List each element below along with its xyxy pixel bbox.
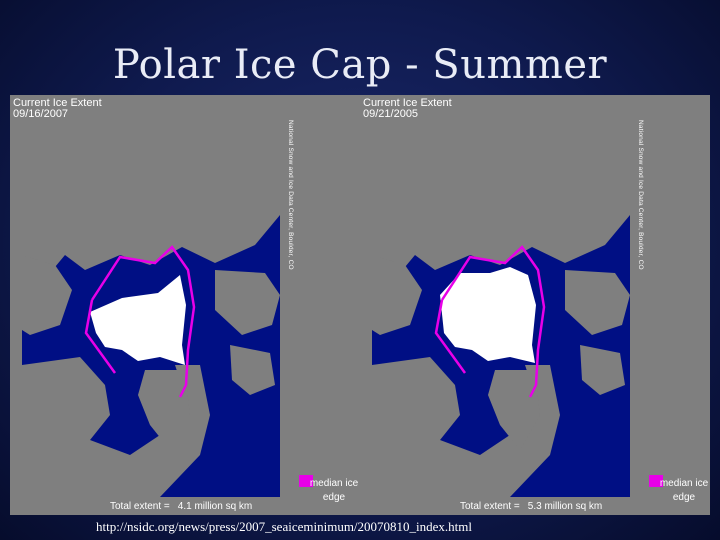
ice-map-2005: Current Ice Extent 09/21/2005 National S… xyxy=(360,95,710,515)
ice-map-2007: Current Ice Extent 09/16/2007 National S… xyxy=(10,95,360,515)
panel-heading: Current Ice Extent xyxy=(363,97,452,109)
panel-header: Current Ice Extent 09/21/2005 xyxy=(363,98,452,120)
total-extent: Total extent = 4.1 million sq km xyxy=(110,501,252,512)
scandinavia-land xyxy=(215,270,280,335)
greenland-land xyxy=(138,370,190,450)
total-extent-value: 5.3 million sq km xyxy=(527,501,603,512)
greenland-land xyxy=(488,370,540,450)
siberia-land xyxy=(22,117,280,295)
source-url: http://nsidc.org/news/press/2007_seaicem… xyxy=(96,519,473,534)
panel-date: 09/21/2005 xyxy=(363,108,419,120)
total-extent-label: Total extent = xyxy=(460,501,520,512)
panel-heading: Current Ice Extent xyxy=(13,97,102,109)
sea-ice xyxy=(440,267,536,363)
slide-title: Polar Ice Cap - Summer xyxy=(112,42,608,88)
canada-land xyxy=(22,357,210,497)
sea-ice xyxy=(90,275,186,365)
total-extent-label: Total extent = xyxy=(110,501,170,512)
alaska-land xyxy=(372,255,422,335)
iceland-land xyxy=(230,345,275,395)
total-extent-value: 4.1 million sq km xyxy=(177,501,253,512)
panel-header: Current Ice Extent 09/16/2007 xyxy=(13,98,102,120)
median-legend-swatch xyxy=(299,475,313,487)
scandinavia-land xyxy=(565,270,630,335)
legend-label: median ice edge xyxy=(309,478,359,503)
total-extent: Total extent = 5.3 million sq km xyxy=(460,501,602,512)
credit-text: National Snow and Ice Data Center, Bould… xyxy=(637,120,644,270)
arctic-map-2005 xyxy=(372,117,630,497)
panel-date: 09/16/2007 xyxy=(13,108,69,120)
legend-label: median ice edge xyxy=(659,478,709,503)
siberia-land xyxy=(372,117,630,295)
arctic-map-2007 xyxy=(22,117,280,497)
iceland-land xyxy=(580,345,625,395)
canada-land xyxy=(372,357,560,497)
credit-text: National Snow and Ice Data Center, Bould… xyxy=(287,120,294,270)
alaska-land xyxy=(22,255,72,335)
median-ice-edge-line xyxy=(434,245,546,398)
median-ice-edge-line xyxy=(84,245,196,398)
median-legend-swatch xyxy=(649,475,663,487)
